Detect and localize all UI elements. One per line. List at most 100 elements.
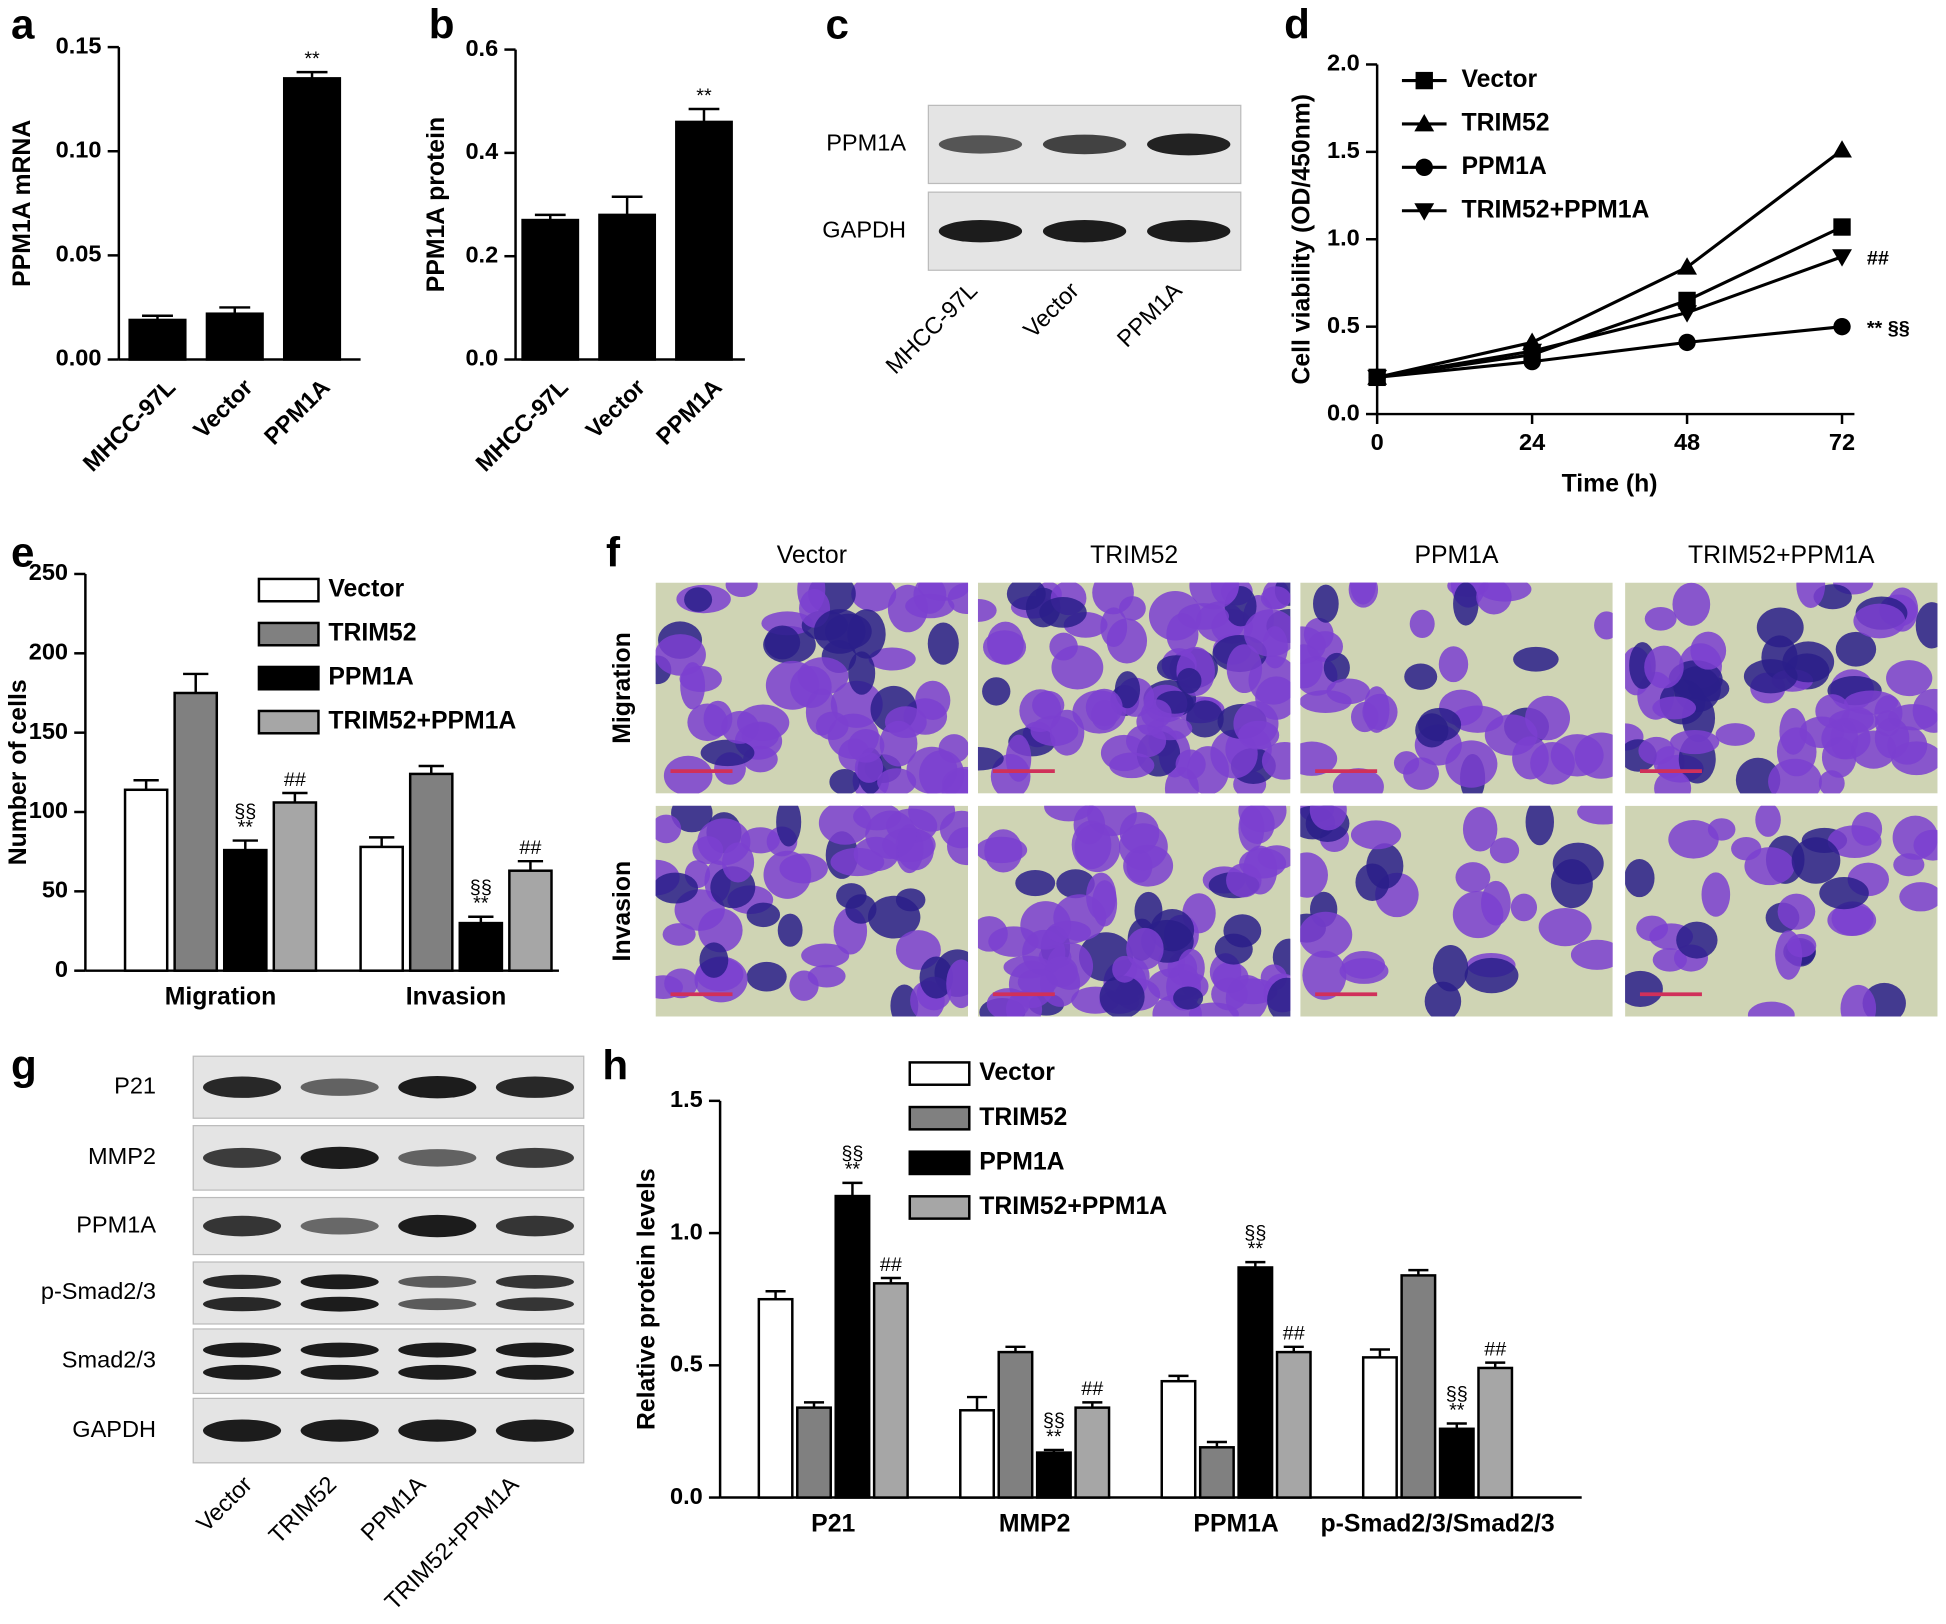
cell — [1489, 837, 1520, 864]
y-tick-label: 0.5 — [670, 1351, 703, 1377]
legend-swatch — [257, 665, 320, 691]
blot-band — [495, 1364, 574, 1380]
micrograph — [655, 582, 969, 794]
blot-band — [202, 1274, 282, 1289]
cell — [698, 908, 743, 953]
blot-lane-label: MHCC-97L — [881, 277, 983, 379]
blot-band — [938, 135, 1023, 154]
cell — [877, 768, 917, 794]
y-axis-label: Cell viability (OD/450nm) — [1288, 94, 1315, 385]
cell — [763, 850, 812, 899]
marker — [1833, 218, 1851, 236]
cell — [1625, 859, 1655, 898]
cell — [1417, 707, 1462, 742]
cell — [1476, 582, 1512, 615]
cell — [1126, 927, 1164, 970]
y-tick-label: 150 — [29, 718, 68, 744]
blot-band — [202, 1364, 282, 1380]
cell — [1782, 641, 1835, 683]
x-tick-label: MHCC-97L — [78, 374, 181, 477]
cell — [1690, 631, 1727, 670]
image-row-label: Migration — [609, 632, 636, 744]
y-tick-label: 1.5 — [670, 1086, 703, 1112]
cell — [1786, 933, 1817, 958]
blot-band — [300, 1217, 379, 1235]
cell — [1300, 911, 1353, 958]
blot-row-label: PPM1A — [826, 130, 906, 156]
cell — [1791, 837, 1841, 884]
blot-row-label: p-Smad2/3 — [41, 1278, 156, 1304]
cell — [1114, 671, 1141, 709]
end-label: ## — [1867, 247, 1889, 269]
significance-label: ** — [473, 893, 489, 915]
significance-label: ## — [1283, 1323, 1305, 1345]
blot-band — [300, 1146, 379, 1170]
blot-band — [398, 1342, 477, 1358]
bar — [128, 318, 187, 361]
legend-label: Vector — [979, 1059, 1055, 1086]
cell — [1438, 646, 1469, 683]
legend-label: TRIM52 — [979, 1104, 1067, 1131]
cell — [1513, 646, 1559, 672]
cell — [1300, 852, 1328, 898]
significance-label: ## — [1484, 1339, 1506, 1361]
cell — [1840, 984, 1877, 1017]
blot-row-label: GAPDH — [72, 1416, 156, 1442]
cell — [1092, 582, 1134, 615]
cell — [1777, 893, 1816, 930]
significance-label: ** — [1248, 1238, 1264, 1260]
cell — [1888, 704, 1938, 731]
cell — [1570, 939, 1613, 970]
cell — [1355, 863, 1390, 901]
cell — [1260, 586, 1291, 610]
bar — [1361, 1356, 1398, 1499]
cell — [827, 713, 879, 759]
panel-label: d — [1284, 0, 1310, 47]
y-axis-label: PPM1A mRNA — [9, 120, 36, 287]
cell — [1044, 805, 1094, 822]
panel-label: b — [429, 0, 455, 47]
bar — [872, 1282, 909, 1499]
significance-label: §§ — [1043, 1410, 1065, 1432]
x-tick-label: MMP2 — [999, 1510, 1071, 1537]
blot-band — [202, 1419, 282, 1442]
cell — [1850, 730, 1897, 769]
significance-label: §§ — [470, 876, 492, 898]
blot-band — [1147, 220, 1231, 243]
cell — [1899, 882, 1938, 912]
cell — [746, 902, 781, 928]
cell — [1915, 602, 1938, 649]
panel-label: h — [602, 1042, 628, 1089]
blot-band — [495, 1275, 574, 1289]
cell — [655, 634, 706, 676]
cell — [1893, 853, 1925, 877]
cell — [1853, 603, 1906, 639]
significance-label: ** — [845, 1159, 861, 1181]
blot-band — [398, 1149, 477, 1167]
series-line — [1376, 325, 1843, 379]
legend-label: TRIM52 — [328, 620, 416, 647]
cell — [1779, 708, 1808, 755]
blot-band — [398, 1364, 477, 1380]
cell — [1644, 606, 1677, 631]
cell — [1455, 862, 1491, 893]
cell — [1039, 597, 1087, 628]
cell — [938, 734, 969, 763]
bar — [675, 120, 733, 361]
cell — [1005, 734, 1032, 782]
blot-band — [495, 1147, 574, 1168]
bar — [1438, 1427, 1475, 1499]
y-tick-label: 0.4 — [465, 138, 498, 164]
legend-swatch — [257, 621, 320, 647]
x-tick-label: 48 — [1674, 429, 1700, 455]
cell — [1668, 820, 1719, 859]
cell — [853, 836, 899, 872]
marker — [1832, 140, 1852, 158]
blot-band — [398, 1298, 477, 1311]
blot-band — [495, 1342, 574, 1358]
legend-marker — [1415, 71, 1433, 90]
cell — [845, 894, 877, 924]
cell — [854, 752, 884, 783]
cell — [1755, 805, 1781, 837]
cell — [1362, 693, 1398, 731]
